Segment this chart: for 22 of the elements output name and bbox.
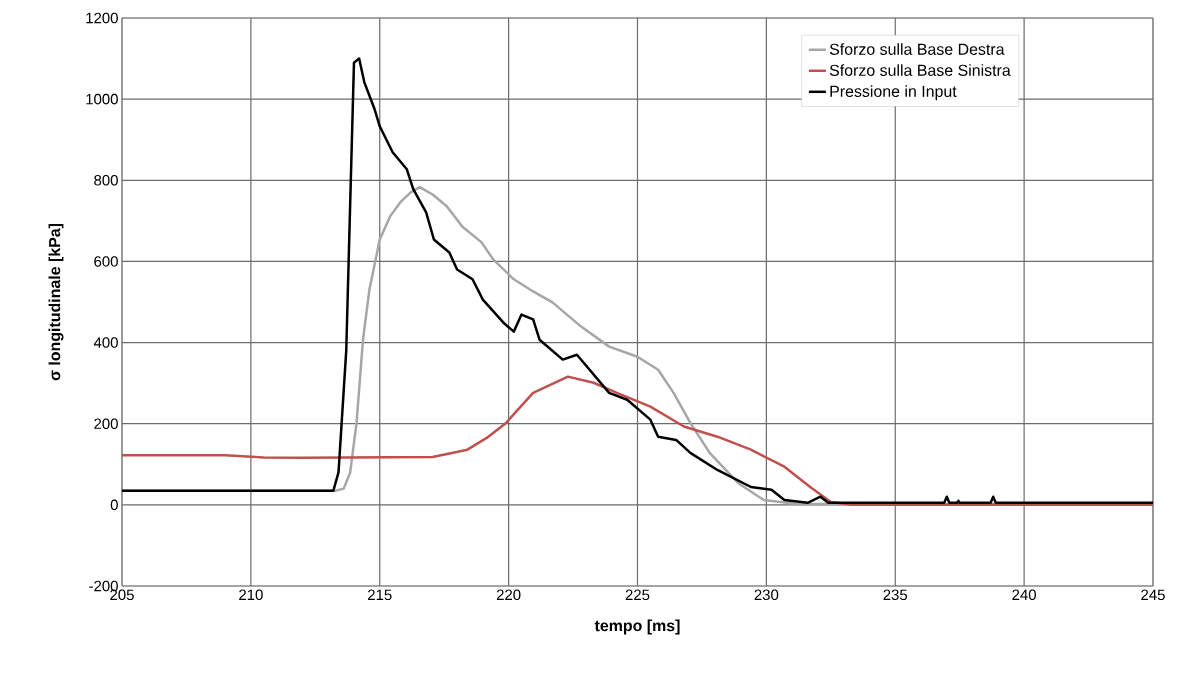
y-tick-label: 600 — [94, 256, 118, 267]
y-tick-label: 1200 — [86, 12, 118, 24]
line-series — [122, 57, 1153, 505]
x-tick-label: 220 — [496, 589, 521, 601]
y-axis-title: σ longitudinale [kPa] — [48, 223, 64, 381]
legend-label: Sforzo sulla Base Destra — [829, 43, 1005, 55]
legend-label: Sforzo sulla Base Sinistra — [829, 64, 1011, 76]
legend-label: Pressione in Input — [830, 85, 957, 101]
y-tick-label: 800 — [94, 174, 118, 186]
y-tick-label: 400 — [93, 337, 118, 348]
x-tick-label: 230 — [754, 589, 779, 601]
y-tick-label: 200 — [94, 418, 118, 429]
x-tick-label: 240 — [1012, 589, 1036, 601]
x-tick-label: 235 — [883, 589, 908, 601]
x-tick-label: 210 — [239, 589, 263, 601]
x-axis-title: tempo [ms] — [594, 619, 680, 635]
x-tick-label: 215 — [368, 589, 392, 601]
y-tick-label: 1000 — [86, 93, 118, 105]
y-tick-label: 0 — [110, 499, 118, 511]
x-tick-label: 225 — [625, 589, 650, 601]
x-tick-label: 245 — [1141, 589, 1165, 601]
line-series — [122, 375, 1153, 507]
